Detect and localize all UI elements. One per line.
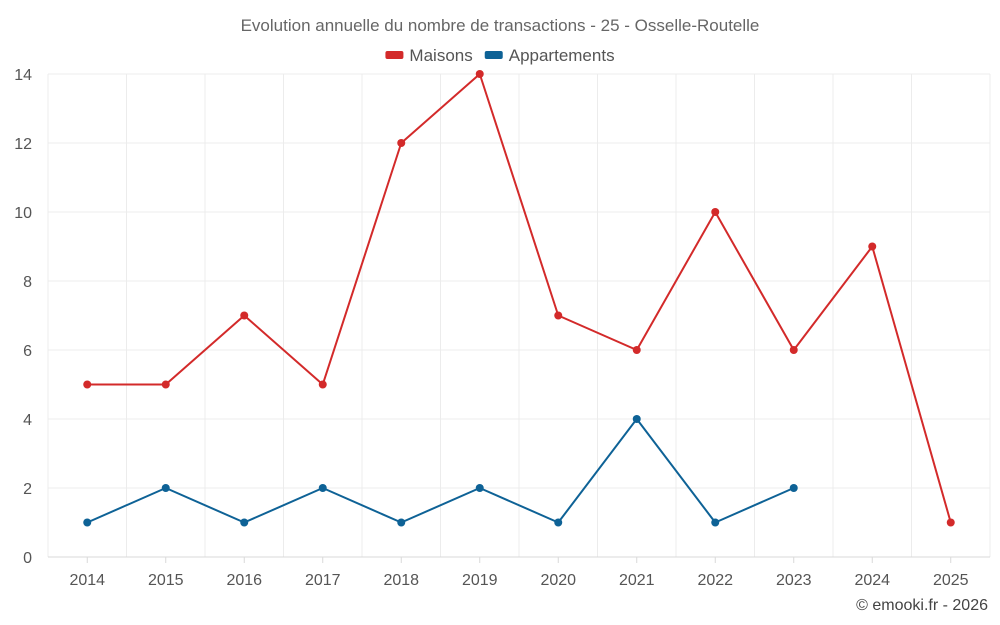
x-tick-label: 2018	[383, 572, 419, 589]
data-point[interactable]	[318, 380, 327, 389]
series-line	[87, 73, 952, 523]
x-tick-label: 2023	[776, 572, 812, 589]
data-point[interactable]	[868, 242, 877, 251]
x-tick-label: 2019	[462, 572, 498, 589]
data-point[interactable]	[632, 346, 641, 354]
chart-title: Evolution annuelle du nombre de transact…	[241, 16, 760, 35]
y-tick-label: 8	[23, 274, 32, 291]
data-point[interactable]	[475, 70, 484, 78]
x-tick-label: 2021	[619, 572, 655, 589]
x-tick-label: 2024	[854, 572, 890, 589]
series-layer	[83, 70, 955, 527]
y-tick-label: 6	[23, 343, 32, 360]
axes: 0 2 4 6 8 10 12 14 2014 2015 2016 2017 2018 2019 2020 2…	[14, 67, 990, 589]
data-point[interactable]	[318, 484, 327, 492]
data-point[interactable]	[554, 311, 563, 320]
data-point[interactable]	[83, 518, 92, 527]
legend-swatch	[484, 51, 503, 59]
data-point[interactable]	[240, 311, 249, 320]
legend-label: Appartements	[509, 46, 615, 65]
legend-swatch	[385, 51, 404, 59]
series-appartements	[83, 415, 798, 527]
data-point[interactable]	[475, 484, 484, 492]
data-point[interactable]	[711, 208, 720, 216]
x-tick-label: 2020	[540, 572, 576, 589]
data-point[interactable]	[83, 380, 92, 389]
x-tick-label: 2016	[226, 572, 262, 589]
legend[interactable]: Maisons Appartements	[385, 46, 615, 65]
x-tick-label: 2015	[148, 572, 184, 589]
data-point[interactable]	[632, 415, 641, 423]
data-point[interactable]	[711, 518, 720, 527]
data-point[interactable]	[397, 518, 406, 527]
y-tick-label: 14	[14, 67, 32, 84]
data-point[interactable]	[789, 346, 798, 354]
x-tick-label: 2014	[69, 572, 105, 589]
y-tick-label: 12	[14, 136, 32, 153]
data-point[interactable]	[789, 484, 798, 492]
legend-label: Maisons	[409, 46, 472, 65]
legend-item-appartements[interactable]: Appartements	[484, 46, 615, 65]
grid	[47, 73, 991, 557]
data-point[interactable]	[554, 518, 563, 527]
data-point[interactable]	[161, 484, 170, 492]
y-tick-label: 2	[23, 481, 32, 498]
credit-text: © emooki.fr - 2026	[856, 597, 988, 614]
y-tick-label: 0	[23, 550, 32, 567]
data-point[interactable]	[240, 518, 249, 527]
legend-item-maisons[interactable]: Maisons	[385, 46, 473, 65]
series-maisons	[83, 70, 955, 527]
data-point[interactable]	[946, 518, 955, 527]
x-tick-label: 2025	[933, 572, 969, 589]
data-point[interactable]	[161, 380, 170, 389]
y-tick-label: 10	[14, 205, 32, 222]
data-point[interactable]	[397, 139, 406, 147]
y-tick-label: 4	[23, 412, 32, 429]
x-tick-label: 2022	[697, 572, 733, 589]
x-tick-label: 2017	[305, 572, 341, 589]
series-line	[86, 418, 795, 524]
